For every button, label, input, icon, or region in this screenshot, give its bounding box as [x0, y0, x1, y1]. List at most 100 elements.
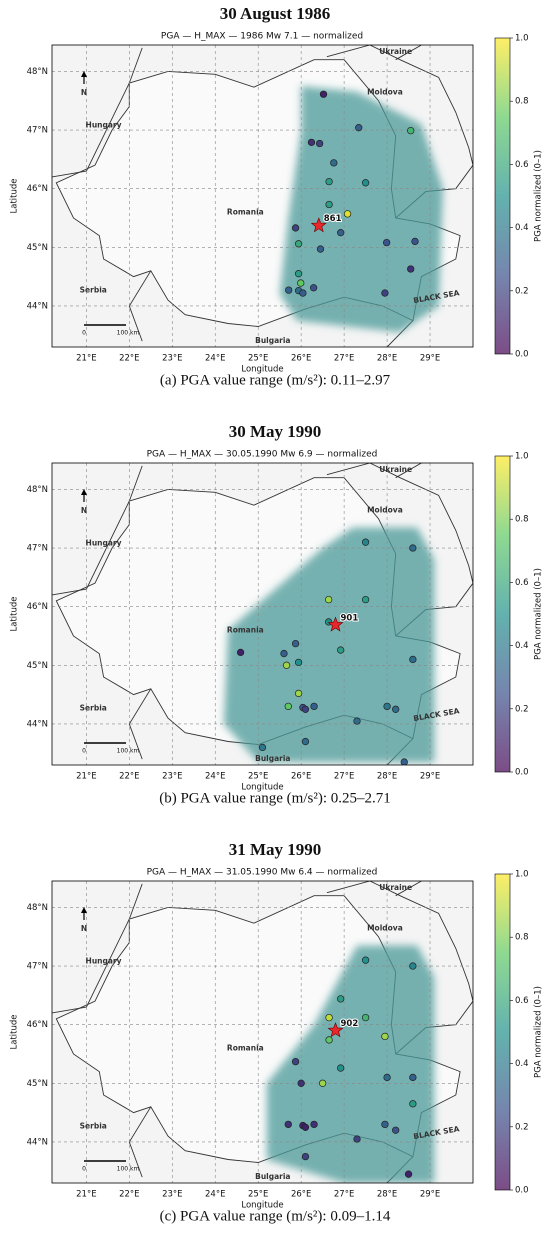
station — [337, 646, 345, 654]
scale-label: 100 km — [117, 1166, 140, 1173]
station — [310, 702, 318, 711]
station — [325, 177, 333, 186]
x-tick-label: 21°E — [76, 1190, 96, 1200]
station — [409, 962, 417, 970]
scale-label: 0 — [82, 1166, 86, 1173]
y-axis-label: Latitude — [10, 179, 20, 214]
north-arrow-head — [81, 907, 87, 913]
panel-title: 30 August 1986 — [220, 4, 331, 23]
x-tick-label: 25°E — [248, 1190, 268, 1200]
station — [316, 245, 325, 253]
map-label: Hungary — [86, 120, 122, 129]
x-tick-label: 25°E — [248, 772, 268, 782]
panel: 30 August 1986 PGA — H_MAX — 1986 Mw 7.1 … — [10, 4, 544, 389]
map: 861 Ukraine Moldova Hungary Romania Serbia Bul… — [52, 45, 473, 347]
x-tick-label: 24°E — [205, 1190, 225, 1200]
y-tick-label: 47°N — [27, 544, 48, 554]
y-tick-label: 47°N — [27, 962, 48, 972]
y-tick-label: 45°N — [27, 1079, 48, 1089]
colorbar-tick-label: 0.6 — [515, 578, 529, 588]
epicenter-label: 902 — [341, 1019, 359, 1029]
map-label: Serbia — [80, 286, 107, 295]
colorbar-tick-label: 0.2 — [515, 704, 529, 714]
north-arrow-head — [81, 71, 87, 77]
north-label: N — [81, 506, 87, 515]
plot-frame — [51, 880, 474, 1184]
panel-subtitle: PGA — H_MAX — 31.05.1990 Mw 6.4 — normal… — [147, 868, 378, 878]
station — [361, 1013, 370, 1022]
map-label: Bulgaria — [255, 754, 290, 763]
station — [409, 544, 417, 552]
station — [319, 90, 328, 98]
station — [325, 1036, 333, 1044]
map-label: Moldova — [367, 923, 403, 932]
colorbar — [494, 37, 511, 355]
colorbar-tick-label: 1.0 — [515, 34, 529, 44]
x-tick-label: 22°E — [119, 1190, 139, 1200]
station — [299, 289, 307, 297]
colorbar-tick-label: 0.4 — [515, 641, 529, 651]
map-label: Ukraine — [379, 883, 412, 892]
station — [291, 639, 300, 648]
x-tick-label: 22°E — [119, 772, 139, 782]
station — [325, 1013, 333, 1022]
station — [285, 286, 293, 294]
station — [310, 1120, 318, 1129]
station — [411, 237, 419, 246]
colorbar-label: PGA normalized (0–1) — [534, 568, 544, 660]
panel: 31 May 1990 PGA — H_MAX — 31.05.1990 Mw 6… — [10, 840, 544, 1225]
station — [337, 229, 345, 237]
north-label: N — [81, 88, 87, 97]
y-tick-label: 44°N — [27, 1137, 48, 1147]
north-label: N — [81, 924, 87, 933]
epicenter-label: 861 — [324, 214, 342, 224]
x-tick-label: 25°E — [248, 354, 268, 364]
y-tick-label: 46°N — [27, 602, 48, 612]
colorbar — [494, 455, 511, 773]
colorbar-tick-label: 0.4 — [515, 1059, 529, 1069]
x-tick-label: 26°E — [291, 1190, 311, 1200]
border — [395, 463, 422, 479]
station — [280, 649, 288, 658]
interpolated-field — [266, 945, 435, 1183]
x-tick-label: 26°E — [291, 354, 311, 364]
station — [282, 661, 291, 669]
scale-label: 0 — [82, 748, 86, 755]
border — [52, 883, 143, 1014]
map-label: Romania — [227, 1044, 264, 1053]
colorbar-label: PGA normalized (0–1) — [534, 986, 544, 1078]
y-tick-label: 48°N — [27, 485, 48, 495]
panel-title: 30 May 1990 — [229, 422, 322, 441]
station — [294, 658, 303, 667]
station — [361, 538, 370, 546]
station — [325, 200, 333, 209]
border — [395, 45, 422, 61]
colorbar-tick-label: 0.8 — [515, 933, 529, 943]
station — [381, 1120, 389, 1129]
x-tick-label: 23°E — [162, 1190, 182, 1200]
station — [409, 1100, 417, 1108]
scale-label: 0 — [82, 330, 86, 337]
station — [383, 238, 391, 247]
station — [361, 956, 370, 964]
y-tick-label: 44°N — [27, 719, 48, 729]
x-tick-label: 27°E — [334, 1190, 354, 1200]
colorbar-tick-label: 0.6 — [515, 996, 529, 1006]
y-tick-label: 46°N — [27, 1020, 48, 1030]
panel-subtitle: PGA — H_MAX — 30.05.1990 Mw 6.9 — normal… — [147, 450, 378, 460]
station — [294, 270, 303, 278]
epicenter-label: 901 — [341, 613, 359, 623]
station — [307, 138, 316, 146]
x-tick-label: 29°E — [420, 772, 440, 782]
x-tick-label: 22°E — [119, 354, 139, 364]
map-label: Moldova — [367, 87, 403, 96]
plot-frame — [51, 462, 474, 766]
x-tick-label: 28°E — [377, 354, 397, 364]
epicenter — [310, 217, 327, 233]
map-label: Bulgaria — [255, 336, 290, 345]
station — [361, 595, 370, 604]
station — [409, 1073, 417, 1082]
station — [343, 210, 352, 218]
station — [294, 689, 303, 698]
